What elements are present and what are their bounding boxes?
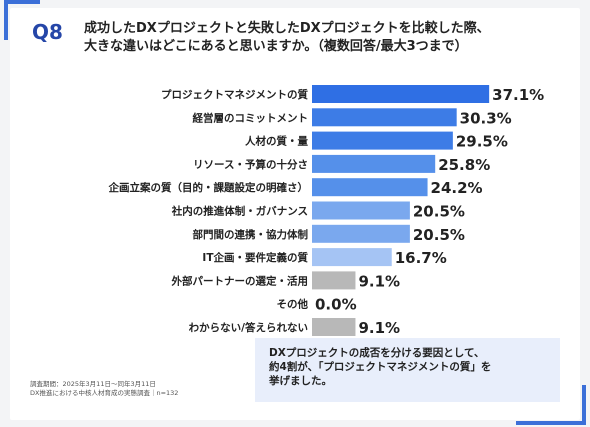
- value-label: 37.1%: [492, 86, 544, 104]
- value-label: 16.7%: [395, 249, 447, 267]
- category-label: 経営層のコミットメント: [193, 111, 309, 124]
- value-label: 24.2%: [431, 179, 483, 197]
- value-label: 20.5%: [413, 203, 465, 221]
- question-line-1: 成功したDXプロジェクトと失敗したDXプロジェクトを比較した際、: [84, 21, 490, 36]
- value-label: 25.8%: [438, 156, 490, 174]
- bar: [312, 85, 490, 103]
- bar: [312, 271, 356, 290]
- value-label: 20.5%: [413, 226, 465, 244]
- bar: [312, 178, 428, 197]
- footnote-source: DX推進における中核人材育成の実態調査｜n=132: [30, 389, 179, 397]
- footnote: 調査期間：2025年3月11日～同年3月11日 DX推進における中核人材育成の実…: [30, 380, 178, 398]
- bar: [312, 131, 453, 150]
- question-line-2: 大きな違いはどこにあると思いますか。（複数回答/最大3つまで）: [84, 39, 468, 54]
- summary-line-3: 挙げました。: [269, 375, 332, 387]
- category-label: IT企画・要件定義の質: [202, 251, 308, 264]
- question-text: 成功したDXプロジェクトと失敗したDXプロジェクトを比較した際、 大きな違いはど…: [84, 20, 554, 56]
- value-label: 9.1%: [358, 272, 400, 290]
- bar: [312, 108, 457, 127]
- bar: [312, 248, 392, 267]
- category-label: その他: [277, 298, 309, 311]
- category-label: 社内の推進体制・ガバナンス: [171, 205, 308, 218]
- corner-accent-top-left: [4, 0, 40, 4]
- category-label: 人材の質・量: [245, 135, 308, 148]
- category-label: 部門間の連携・協力体制: [193, 228, 309, 241]
- category-label: リソース・予算の十分さ: [193, 158, 308, 171]
- value-label: 9.1%: [358, 319, 400, 337]
- bar: [312, 201, 410, 220]
- summary-line-1: DXプロジェクトの成否を分ける要因として、: [269, 347, 485, 359]
- question-number: Q8: [32, 20, 63, 44]
- corner-accent-right: [582, 385, 586, 425]
- value-label: 0.0%: [315, 296, 357, 314]
- category-label: プロジェクトマネジメントの質: [161, 88, 308, 101]
- summary-line-2: 約4割が、「プロジェクトマネジメントの質」を: [269, 361, 492, 373]
- corner-accent-bottom-right: [516, 421, 586, 425]
- value-label: 29.5%: [456, 133, 508, 151]
- bar: [312, 154, 436, 173]
- summary-box: DXプロジェクトの成否を分ける要因として、 約4割が、「プロジェクトマネジメント…: [255, 338, 560, 402]
- corner-accent-left: [4, 0, 8, 40]
- category-label: 外部パートナーの選定・活用: [171, 274, 309, 287]
- category-label: わからない/答えられない: [189, 321, 308, 334]
- bar: [312, 224, 410, 243]
- value-label: 30.3%: [460, 109, 512, 127]
- bar: [312, 318, 356, 336]
- category-label: 企画立案の質（目的・課題設定の明確さ）: [108, 181, 309, 194]
- footnote-period: 調査期間：2025年3月11日～同年3月11日: [30, 380, 156, 388]
